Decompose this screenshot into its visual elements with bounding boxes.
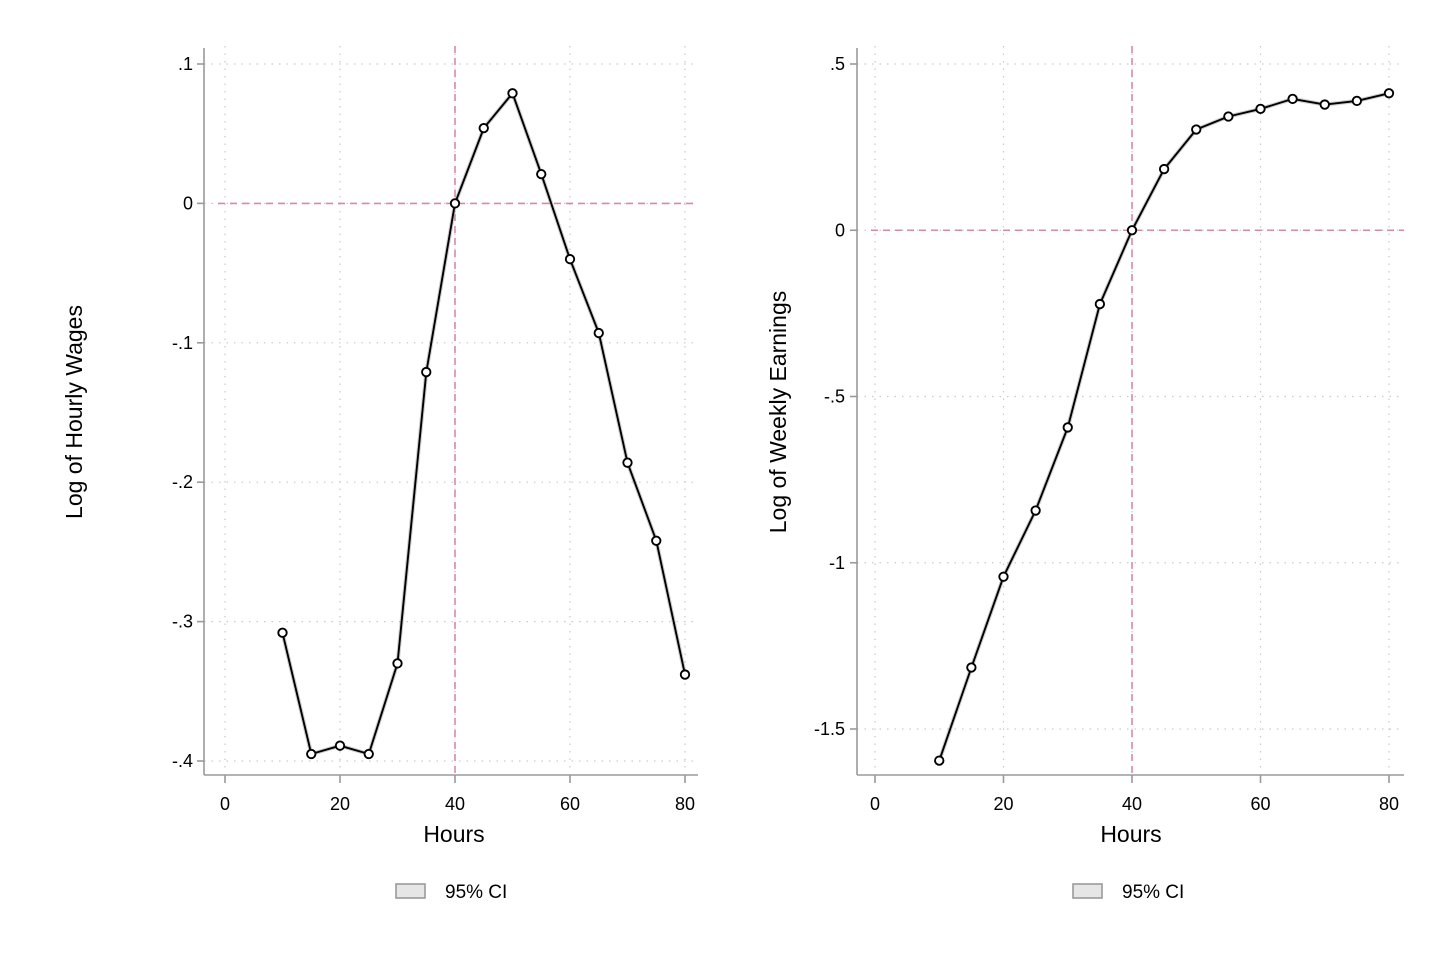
hourly-wages-data-point — [593, 327, 604, 339]
weekly-earnings-data-point — [998, 571, 1009, 582]
hourly-wages-data-point — [507, 88, 518, 99]
hourly-wages-y-tick-label: -.1 — [172, 333, 193, 353]
hourly-wages-y-tick-label: -.3 — [172, 612, 193, 632]
hourly-wages-data-point — [306, 748, 317, 760]
weekly-earnings-data-point — [1158, 163, 1170, 175]
weekly-earnings-x-tick-label: 40 — [1122, 794, 1142, 814]
weekly-earnings-x-tick-label: 80 — [1379, 794, 1399, 814]
weekly-earnings-x-tick-label: 0 — [870, 794, 880, 814]
weekly-earnings-data-point — [1255, 103, 1266, 115]
hourly-wages-data-point — [564, 254, 576, 265]
weekly-earnings-data-point — [1223, 111, 1234, 122]
weekly-earnings-x-axis-title: Hours — [1100, 821, 1161, 847]
weekly-earnings-data-point — [1094, 298, 1106, 310]
hourly-wages-x-tick-label: 80 — [675, 794, 695, 814]
hourly-wages-data-point — [536, 168, 547, 180]
hourly-wages-y-tick-label: -.2 — [172, 472, 193, 492]
weekly-earnings-data-point — [1351, 95, 1363, 107]
hourly-wages-data-point — [622, 457, 633, 468]
weekly-earnings-legend-label: 95% CI — [1122, 882, 1184, 903]
hourly-wages-data-point — [651, 535, 662, 546]
weekly-earnings-y-tick-label: -.5 — [824, 387, 845, 407]
hourly-wages-data-point — [334, 740, 346, 751]
weekly-earnings-data-point — [1030, 505, 1041, 516]
hourly-wages-data-point — [449, 198, 461, 209]
weekly-earnings-data-point — [1383, 88, 1395, 99]
hourly-wages-data-point — [363, 748, 374, 760]
hourly-wages-x-axis-title: Hours — [423, 821, 484, 847]
weekly-earnings-data-point — [1126, 225, 1138, 236]
weekly-earnings-legend-swatch — [1072, 883, 1103, 899]
hourly-wages-data-point — [478, 122, 489, 134]
hourly-wages-data-point — [392, 658, 403, 669]
hourly-wages-y-tick-label: .1 — [178, 54, 193, 74]
hourly-wages-y-axis-title: Log of Hourly Wages — [61, 305, 87, 519]
hourly-wages-y-tick-label: -.4 — [172, 751, 193, 771]
hourly-wages-data-point — [421, 366, 432, 378]
hourly-wages-data-point — [679, 669, 691, 680]
weekly-earnings-series — [934, 88, 1395, 766]
weekly-earnings-y-tick-label: -1.5 — [814, 719, 845, 739]
weekly-earnings-x-tick-label: 20 — [993, 794, 1013, 814]
weekly-earnings-y-tick-label: .5 — [830, 54, 845, 74]
hourly-wages-series — [277, 88, 691, 760]
weekly-earnings-x-tick-label: 60 — [1250, 794, 1270, 814]
weekly-earnings-reference-lines — [871, 46, 1404, 775]
weekly-earnings-data-point — [1287, 93, 1298, 105]
hourly-wages-x-tick-label: 0 — [220, 794, 230, 814]
weekly-earnings-y-axis-title: Log of Weekly Earnings — [765, 291, 791, 534]
hourly-wages-x-tick-label: 20 — [330, 794, 350, 814]
weekly-earnings-panel: .5 0 -.5 -1 -1.5 0 20 40 60 80 Hours Log of Weekl… — [765, 46, 1404, 903]
hourly-wages-data-point — [277, 627, 288, 638]
hourly-wages-x-tick-label: 60 — [560, 794, 580, 814]
weekly-earnings-y-tick-label: 0 — [835, 220, 845, 240]
hourly-wages-axes: .1 0 -.1 -.2 -.3 -.4 0 20 40 60 80 — [172, 48, 698, 814]
hourly-wages-legend: 95% CI — [395, 882, 507, 903]
hourly-wages-legend-swatch — [395, 883, 426, 899]
weekly-earnings-data-point — [934, 755, 945, 766]
hourly-wages-legend-label: 95% CI — [445, 882, 507, 903]
weekly-earnings-axes: .5 0 -.5 -1 -1.5 0 20 40 60 80 — [814, 48, 1404, 814]
hourly-wages-y-tick-label: 0 — [183, 193, 193, 213]
weekly-earnings-y-tick-label: -1 — [829, 553, 845, 573]
weekly-earnings-data-point — [1319, 99, 1330, 110]
hourly-wages-panel: .1 0 -.1 -.2 -.3 -.4 0 20 40 60 80 Hours Log of Ho… — [61, 46, 698, 903]
weekly-earnings-data-point — [966, 662, 977, 673]
weekly-earnings-data-point — [1191, 124, 1202, 135]
weekly-earnings-legend: 95% CI — [1072, 882, 1184, 903]
hourly-wages-x-tick-label: 40 — [445, 794, 465, 814]
weekly-earnings-data-point — [1062, 422, 1073, 433]
